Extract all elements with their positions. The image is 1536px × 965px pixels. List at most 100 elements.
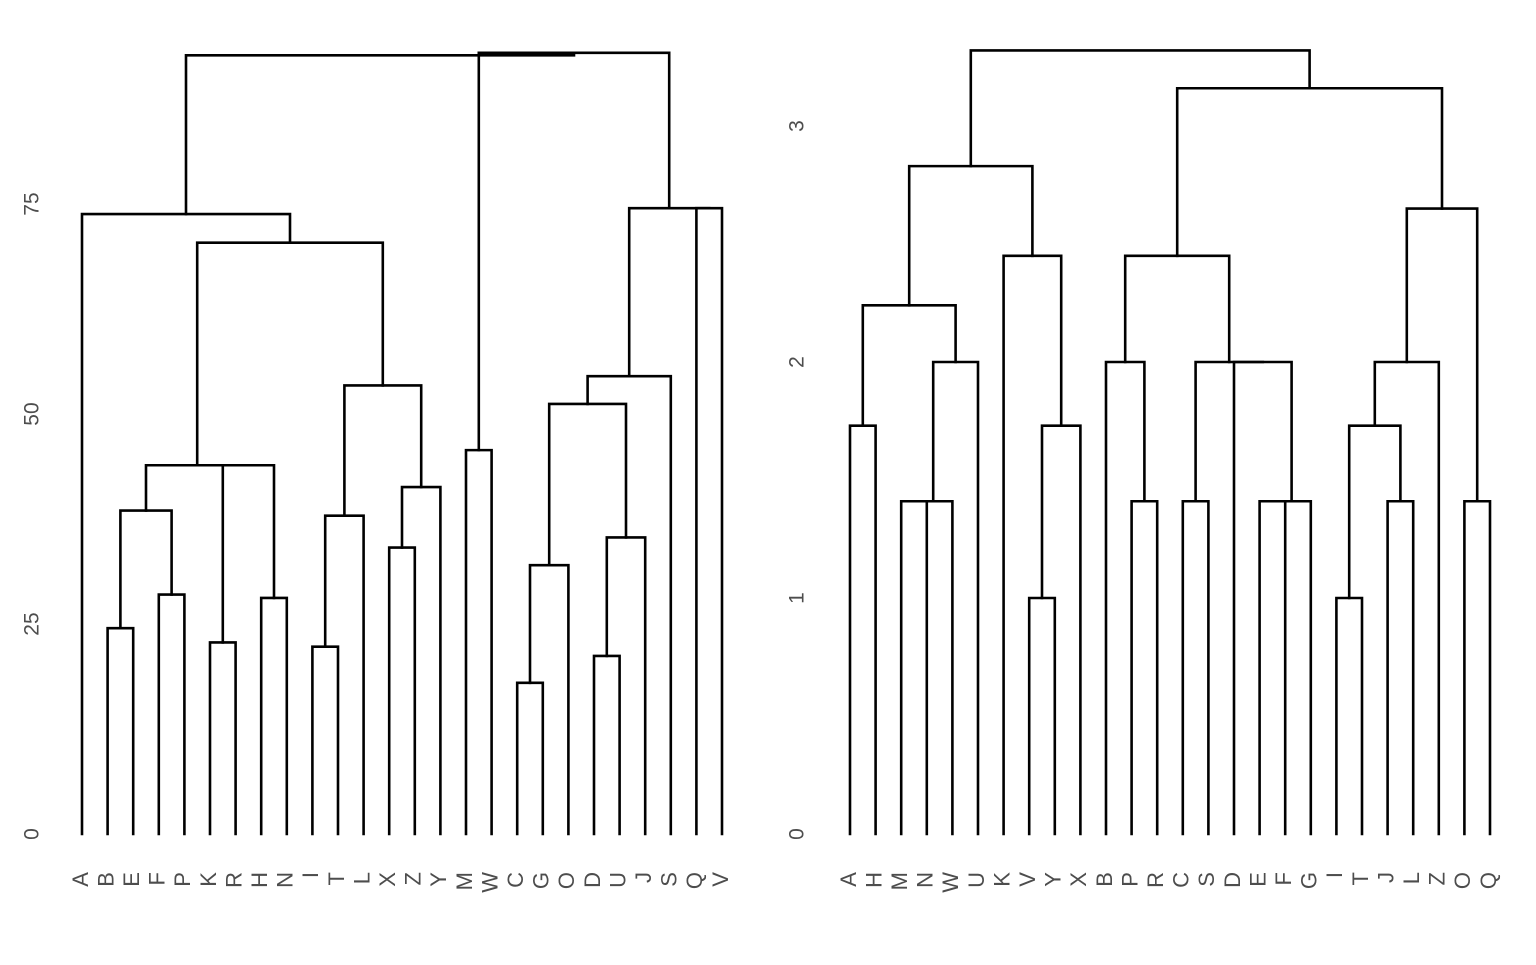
merge-link-l1	[861, 304, 957, 428]
leaf-label-U: U	[964, 872, 989, 888]
leaf-label-B: B	[1092, 872, 1117, 887]
leaf-label-R: R	[221, 872, 246, 888]
leaf-label-J: J	[1373, 872, 1398, 883]
leaf-label-M: M	[887, 872, 912, 890]
merge-link-MW	[464, 448, 493, 836]
leaf-label-L: L	[1399, 872, 1424, 884]
y-tick-label: 50	[21, 402, 44, 425]
leaf-label-J: J	[631, 872, 656, 883]
merge-link-BEFP	[119, 509, 173, 630]
merge-link-EF	[1258, 499, 1287, 836]
merge-link-VY	[1027, 596, 1057, 836]
merge-link-IT	[311, 645, 340, 836]
merge-link-JL	[1386, 499, 1415, 836]
leaf-label-Y: Y	[426, 872, 451, 887]
leaf-label-M: M	[452, 872, 477, 890]
merge-link-g1	[144, 463, 250, 512]
leaf-label-T: T	[1348, 872, 1373, 885]
merge-link-DUJ	[605, 536, 647, 836]
leaf-label-D: D	[580, 872, 605, 888]
leaf-label-F: F	[1271, 872, 1296, 885]
y-tick-label: 3	[786, 120, 809, 132]
leaf-label-S: S	[657, 872, 682, 887]
merge-link-MNW	[912, 499, 954, 836]
leaf-label-Y: Y	[1041, 872, 1066, 887]
leaf-label-A: A	[836, 872, 861, 887]
y-tick-label: 0	[786, 828, 809, 840]
merge-link-VYX	[1040, 424, 1082, 836]
merge-link-root	[184, 51, 576, 216]
merge-link-BE	[106, 626, 135, 836]
leaf-label-H: H	[247, 872, 272, 888]
merge-link-g7	[627, 206, 711, 378]
leaf-label-S: S	[1194, 872, 1219, 887]
leaf-label-V: V	[708, 872, 733, 887]
merge-link-g8	[477, 51, 671, 452]
merge-link-ITJL	[1347, 424, 1402, 600]
merge-link-g3	[195, 241, 385, 467]
leaf-label-Z: Z	[401, 872, 426, 885]
leaf-label-V: V	[1015, 872, 1040, 887]
leaf-label-N: N	[913, 872, 938, 888]
merge-link-g4	[80, 212, 292, 836]
y-tick-label: 1	[786, 592, 809, 604]
leaf-label-F: F	[145, 872, 170, 885]
leaf-label-K: K	[989, 872, 1014, 887]
merge-link-g6	[586, 374, 673, 836]
leaf-label-N: N	[273, 872, 298, 888]
leaf-label-Z: Z	[1425, 872, 1450, 885]
leaf-label-O: O	[554, 872, 579, 889]
leaf-label-E: E	[119, 872, 144, 887]
leaf-label-E: E	[1245, 872, 1270, 887]
leaf-label-H: H	[861, 872, 886, 888]
y-tick-label: 25	[21, 612, 44, 635]
merge-link-l2	[1002, 254, 1063, 836]
merge-link-XZY	[400, 485, 442, 836]
merge-link-r1	[1194, 360, 1265, 503]
merge-link-CG	[515, 681, 545, 836]
leaf-label-I: I	[1322, 872, 1347, 878]
leaf-label-G: G	[529, 872, 554, 889]
leaf-label-P: P	[170, 872, 195, 887]
merge-link-IT	[1335, 596, 1364, 836]
merge-link-KRHN	[221, 463, 276, 644]
merge-link-r4	[1405, 207, 1479, 503]
merge-link-EFG	[1271, 499, 1313, 836]
leaf-label-O: O	[1450, 872, 1475, 889]
leaf-label-L: L	[349, 872, 374, 884]
merge-link-g2	[343, 384, 423, 517]
merge-link-r2	[1123, 254, 1231, 364]
leaf-label-I: I	[298, 872, 323, 878]
leaf-label-T: T	[324, 872, 349, 885]
leaf-label-R: R	[1143, 872, 1168, 888]
merge-link-KR	[208, 641, 237, 836]
merge-link-FP	[157, 593, 186, 836]
leaf-label-Q: Q	[1476, 872, 1501, 889]
merge-link-DEFG	[1232, 360, 1293, 836]
leaf-label-C: C	[1169, 872, 1194, 888]
leaf-label-G: G	[1297, 872, 1322, 889]
leaf-label-W: W	[477, 872, 502, 893]
y-tick-label: 0	[21, 828, 44, 840]
leaf-label-W: W	[938, 872, 963, 893]
merge-link-g5	[547, 402, 628, 567]
merge-link-QV	[695, 206, 724, 836]
y-tick-label: 2	[786, 356, 809, 368]
dendrogram-panel-1: 0 25 50 75 A B E F P K R H N I T L X Z Y M W C G O D U J S Q V	[21, 51, 733, 893]
leaf-label-X: X	[1066, 872, 1091, 887]
leaf-label-Q: Q	[682, 872, 707, 889]
merge-link-AH	[848, 424, 877, 836]
y-tick-label: 75	[21, 192, 44, 215]
merge-link-r5	[1175, 86, 1444, 258]
merge-link-PR	[1130, 499, 1159, 836]
merge-link-root	[969, 49, 1311, 168]
merge-link-r3	[1373, 360, 1441, 836]
leaf-label-K: K	[196, 872, 221, 887]
merge-link-MN	[899, 499, 929, 836]
merge-link-l3	[907, 164, 1034, 307]
merge-link-MNWU	[931, 360, 980, 836]
merge-link-XZ	[387, 546, 417, 836]
leaf-label-P: P	[1117, 872, 1142, 887]
